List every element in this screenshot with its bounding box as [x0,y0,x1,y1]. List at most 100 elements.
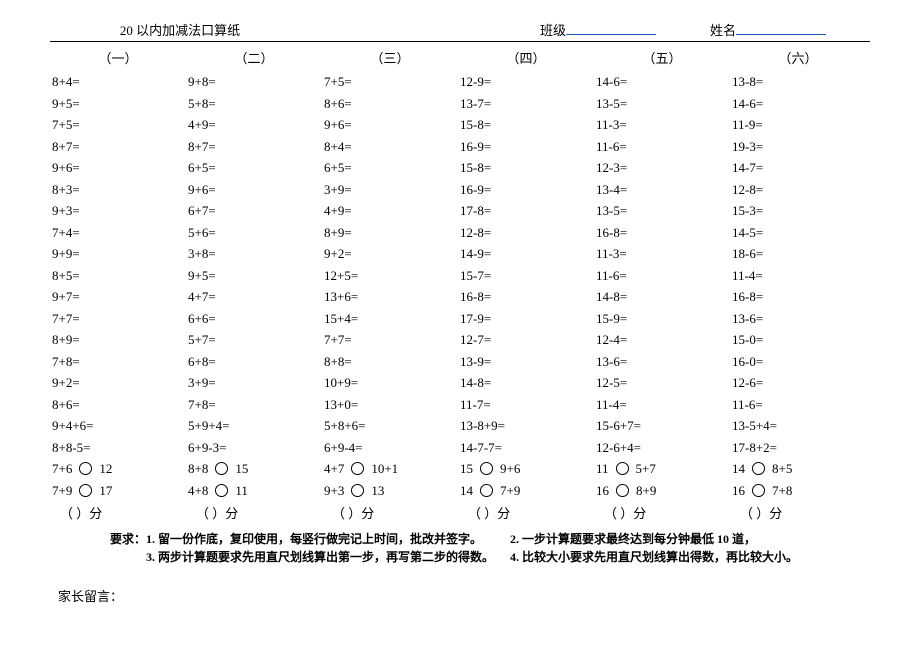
compare-left: 8+8 [188,458,208,480]
compare-circle[interactable] [616,462,629,475]
problem-row: 16-8= [730,286,866,308]
compare-circle[interactable] [351,462,364,475]
problem-row: 15-6+7= [594,415,730,437]
compare-row: 7+917 [50,480,186,502]
problem-row: 16-0= [730,351,866,373]
compare-circle[interactable] [480,462,493,475]
column-header: （五） [594,46,730,71]
problem-row: 18-6= [730,243,866,265]
problem-row: 5+7= [186,329,322,351]
problem-row: 11-6= [594,136,730,158]
problem-row: 19-3= [730,136,866,158]
problem-row: 6+8= [186,351,322,373]
requirements-prefix: 要求： [110,532,146,546]
class-underline[interactable] [566,22,656,35]
worksheet-title: 20 以内加减法口算纸 [50,20,310,39]
problem-row: 11-3= [594,114,730,136]
compare-row: 115+7 [594,458,730,480]
column-header: （四） [458,46,594,71]
compare-right: 7+8 [772,480,792,502]
problem-row: 11-4= [594,394,730,416]
compare-row: 148+5 [730,458,866,480]
column-header: （六） [730,46,866,71]
problem-row: 6+5= [186,157,322,179]
compare-left: 4+7 [324,458,344,480]
problem-row: 15-0= [730,329,866,351]
compare-circle[interactable] [79,484,92,497]
compare-right: 13 [371,480,384,502]
problem-row: 14-7= [730,157,866,179]
problem-row: 7+7= [322,329,458,351]
compare-left: 16 [732,480,745,502]
problem-row: 14-9= [458,243,594,265]
problem-row: 13-6= [594,351,730,373]
problem-column: （二）9+8=5+8=4+9=8+7=6+5=9+6=6+7=5+6=3+8=9… [186,46,322,524]
compare-circle[interactable] [616,484,629,497]
problem-row: 8+6= [50,394,186,416]
problem-row: 7+4= [50,222,186,244]
problem-row: 12-7= [458,329,594,351]
problem-row: 11-9= [730,114,866,136]
problem-row: 5+6= [186,222,322,244]
problem-row: 11-6= [730,394,866,416]
score-row: （ ）分 [730,501,866,524]
parent-note: 家长留言： [50,586,870,605]
problem-row: 8+9= [322,222,458,244]
problem-row: 6+7= [186,200,322,222]
problem-row: 12-5= [594,372,730,394]
score-row: （ ）分 [186,501,322,524]
problem-row: 8+3= [50,179,186,201]
compare-circle[interactable] [480,484,493,497]
problem-row: 16-9= [458,179,594,201]
problem-row: 8+9= [50,329,186,351]
compare-circle[interactable] [215,484,228,497]
problem-row: 13+6= [322,286,458,308]
problem-row: 8+8= [322,351,458,373]
problem-row: 3+9= [322,179,458,201]
problem-row: 15-8= [458,157,594,179]
compare-left: 16 [596,480,609,502]
problem-row: 15-7= [458,265,594,287]
problem-column: （五）14-6=13-5=11-3=11-6=12-3=13-4=13-5=16… [594,46,730,524]
score-row: （ ）分 [322,501,458,524]
problem-row: 3+8= [186,243,322,265]
problem-row: 12-4= [594,329,730,351]
name-underline[interactable] [736,22,826,35]
problem-row: 12-8= [458,222,594,244]
problem-row: 11-4= [730,265,866,287]
problem-row: 13-4= [594,179,730,201]
problem-columns: （一）8+4=9+5=7+5=8+7=9+6=8+3=9+3=7+4=9+9=8… [50,46,870,524]
compare-row: 147+9 [458,480,594,502]
problem-column: （三）7+5=8+6=9+6=8+4=6+5=3+9=4+9=8+9=9+2=1… [322,46,458,524]
compare-circle[interactable] [351,484,364,497]
compare-left: 15 [460,458,473,480]
problem-row: 14-6= [594,71,730,93]
problem-row: 8+7= [50,136,186,158]
compare-circle[interactable] [215,462,228,475]
problem-row: 13-8+9= [458,415,594,437]
problem-row: 14-8= [594,286,730,308]
class-label: 班级 [540,23,566,38]
compare-circle[interactable] [752,462,765,475]
problem-row: 13-5+4= [730,415,866,437]
problem-row: 15-8= [458,114,594,136]
compare-circle[interactable] [79,462,92,475]
requirements-line2-right: 4. 比较大小要求先用直尺划线算出得数，再比较大小。 [510,548,798,566]
score-row: （ ）分 [458,501,594,524]
problem-row: 16-9= [458,136,594,158]
name-label: 姓名 [710,23,736,38]
problem-row: 4+7= [186,286,322,308]
requirements-line1-right: 2. 一步计算题要求最终达到每分钟最低 10 道， [510,530,756,548]
requirements-line1-left: 要求：1. 留一份作底，复印使用，每竖行做完记上时间，批改并签字。 [110,530,510,548]
problem-row: 9+2= [322,243,458,265]
problem-row: 13-5= [594,200,730,222]
problem-row: 6+6= [186,308,322,330]
problem-row: 9+4+6= [50,415,186,437]
problem-row: 8+5= [50,265,186,287]
compare-right: 7+9 [500,480,520,502]
score-row: （ ）分 [594,501,730,524]
compare-circle[interactable] [752,484,765,497]
problem-row: 4+9= [322,200,458,222]
compare-row: 7+612 [50,458,186,480]
score-row: （ ）分 [50,501,186,524]
